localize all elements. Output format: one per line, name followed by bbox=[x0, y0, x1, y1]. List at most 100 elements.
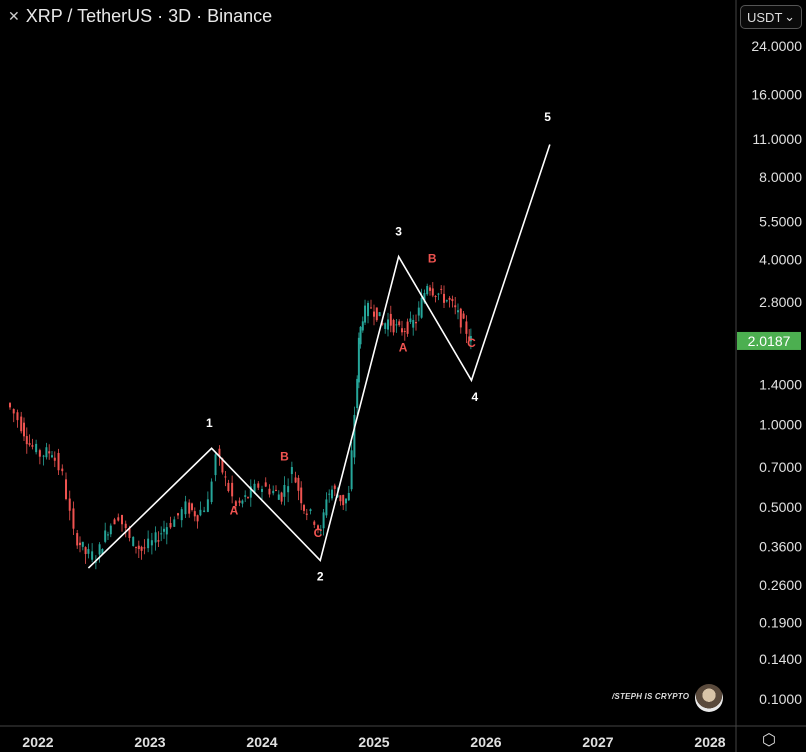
candle-body bbox=[241, 500, 244, 504]
candle-body bbox=[203, 510, 206, 512]
candle-body bbox=[448, 297, 451, 300]
candle-body bbox=[253, 483, 256, 494]
candle-body bbox=[163, 528, 165, 532]
candle-body bbox=[91, 551, 94, 560]
candle-body bbox=[177, 513, 179, 516]
candle-body bbox=[180, 509, 183, 521]
gear-icon[interactable]: ⬡ bbox=[762, 732, 776, 749]
candle-body bbox=[328, 493, 331, 495]
x-tick-label: 2023 bbox=[134, 734, 165, 750]
candle-body bbox=[275, 489, 277, 491]
currency-selector[interactable]: USDT ⌄ bbox=[740, 5, 802, 29]
candle-body bbox=[210, 481, 213, 503]
correction-label: C bbox=[467, 336, 476, 350]
candle-body bbox=[57, 452, 60, 471]
candle-body bbox=[31, 445, 34, 447]
y-tick-label: 0.1900 bbox=[759, 615, 802, 631]
candle-body bbox=[457, 310, 459, 313]
candle-body bbox=[290, 467, 293, 475]
candle-body bbox=[231, 482, 234, 497]
candle-body bbox=[128, 528, 131, 538]
candle-body bbox=[104, 530, 107, 542]
candle-body bbox=[437, 293, 440, 295]
candle-body bbox=[76, 533, 79, 546]
candle-body bbox=[249, 486, 252, 498]
candle-body bbox=[381, 323, 384, 325]
candle-body bbox=[465, 321, 468, 334]
candle-body bbox=[317, 525, 319, 530]
candle-body bbox=[117, 517, 120, 521]
candle-body bbox=[325, 499, 328, 516]
candle-body bbox=[184, 501, 187, 515]
candle-body bbox=[454, 305, 457, 308]
candle-body bbox=[423, 293, 426, 303]
candle-body bbox=[25, 436, 28, 445]
y-tick-label: 0.1400 bbox=[759, 651, 802, 667]
candle-body bbox=[113, 519, 116, 525]
candle-body bbox=[401, 328, 403, 333]
candle-body bbox=[214, 454, 217, 476]
candle-body bbox=[23, 422, 25, 437]
candle-body bbox=[94, 561, 97, 563]
y-tick-label: 4.0000 bbox=[759, 251, 802, 267]
candle-body bbox=[264, 482, 267, 487]
candle-body bbox=[406, 321, 409, 334]
candle-body bbox=[339, 495, 342, 502]
candle-body bbox=[300, 487, 303, 504]
candle-body bbox=[238, 500, 241, 503]
y-tick-label: 1.4000 bbox=[759, 377, 802, 393]
correction-label: B bbox=[428, 251, 437, 265]
candle-body bbox=[357, 337, 360, 383]
candle-body bbox=[375, 307, 378, 321]
xrp-logo-icon: ✕ bbox=[8, 8, 20, 24]
candle-body bbox=[417, 307, 420, 316]
title-text: XRP / TetherUS · 3D · Binance bbox=[25, 6, 273, 26]
candle-body bbox=[227, 482, 230, 491]
candle-body bbox=[53, 457, 56, 461]
candle-body bbox=[398, 321, 401, 326]
x-tick-label: 2028 bbox=[694, 734, 725, 750]
candle-body bbox=[261, 488, 263, 492]
candle-body bbox=[373, 311, 375, 317]
chart-title: ✕ XRP / TetherUS · 3D · Binance bbox=[8, 6, 272, 27]
candle-body bbox=[193, 511, 196, 517]
candle-body bbox=[287, 486, 290, 493]
candle-body bbox=[121, 514, 123, 525]
correction-label: B bbox=[280, 450, 289, 464]
current-price-badge bbox=[737, 331, 801, 350]
candle-body bbox=[297, 477, 300, 491]
candle-body bbox=[294, 477, 297, 483]
candle-body bbox=[160, 533, 163, 535]
candle-body bbox=[38, 450, 41, 457]
candle-body bbox=[364, 305, 367, 323]
candle-body bbox=[140, 546, 143, 551]
y-tick-label: 0.2600 bbox=[759, 577, 802, 593]
candle-body bbox=[468, 336, 471, 340]
y-tick-label: 11.0000 bbox=[752, 131, 802, 147]
correction-label: A bbox=[230, 504, 239, 518]
candle-body bbox=[154, 532, 157, 543]
chevron-down-icon: ⌄ bbox=[784, 9, 795, 24]
x-tick-label: 2024 bbox=[246, 734, 277, 750]
elliott-wave-line bbox=[87, 144, 551, 569]
candle-body bbox=[20, 416, 23, 432]
candle-body bbox=[72, 508, 75, 529]
currency-value: USDT bbox=[747, 9, 783, 25]
candle-body bbox=[28, 443, 31, 445]
candle-body bbox=[234, 501, 237, 507]
candle-body bbox=[143, 547, 146, 549]
candle-body bbox=[431, 288, 434, 296]
x-tick-label: 2027 bbox=[582, 734, 613, 750]
candle-body bbox=[342, 494, 345, 506]
candle-body bbox=[277, 494, 280, 500]
candle-body bbox=[322, 512, 325, 529]
candle-body bbox=[429, 287, 431, 291]
wave-label: 5 bbox=[544, 110, 551, 124]
candle-body bbox=[150, 540, 153, 546]
candle-body bbox=[420, 297, 423, 318]
candle-body bbox=[462, 313, 465, 319]
candle-body bbox=[87, 549, 90, 554]
candle-body bbox=[403, 330, 406, 332]
candle-body bbox=[45, 447, 48, 458]
